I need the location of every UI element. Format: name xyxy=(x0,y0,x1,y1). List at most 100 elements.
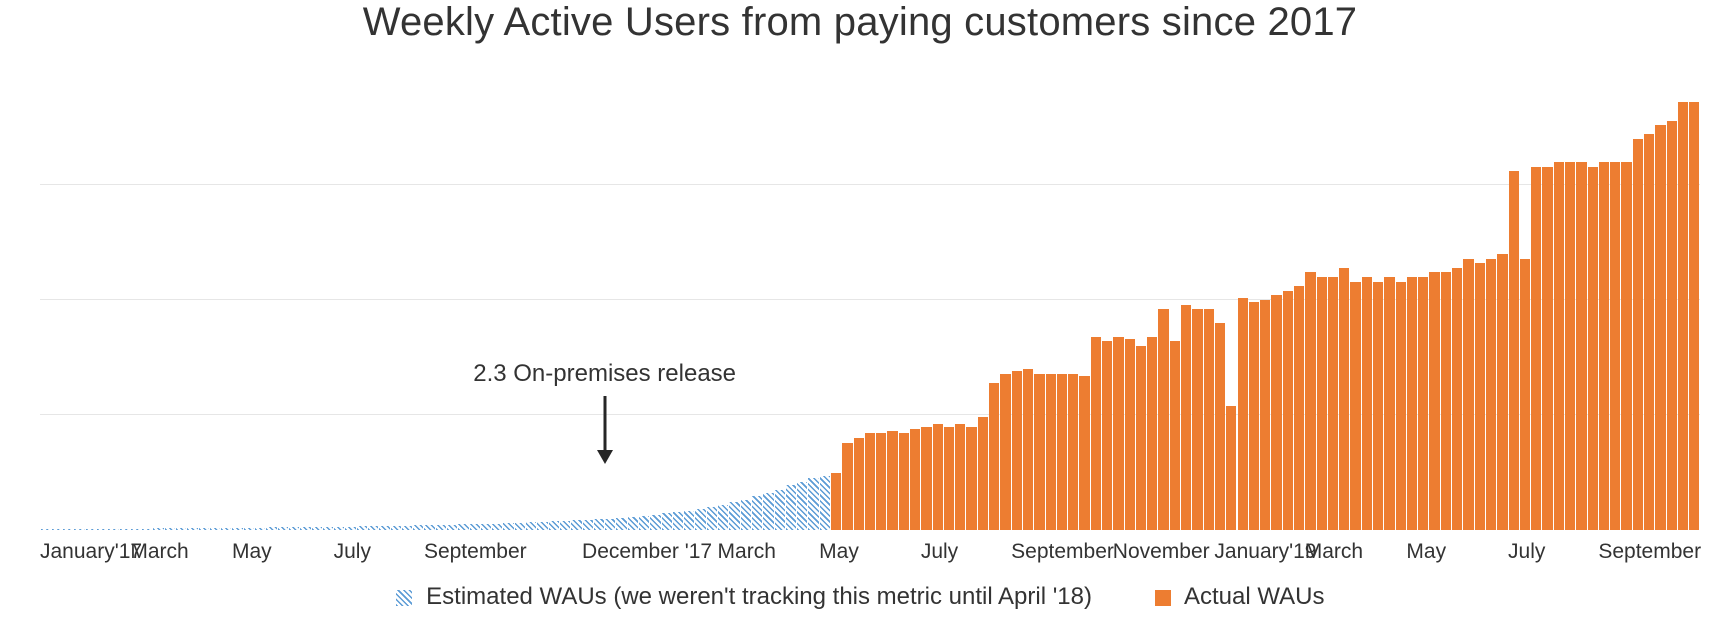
arrow-down-icon xyxy=(595,394,615,464)
bar-actual xyxy=(1181,305,1191,530)
bar-actual xyxy=(1644,134,1654,530)
bar-actual xyxy=(933,424,943,530)
bar-estimated xyxy=(616,518,626,530)
bar-estimated xyxy=(199,528,209,530)
bar-estimated xyxy=(120,529,130,530)
x-axis-label: September xyxy=(1598,540,1701,564)
x-axis-label: May xyxy=(819,540,859,564)
bar-actual xyxy=(1441,272,1451,530)
bar-actual xyxy=(1418,277,1428,530)
bar-estimated xyxy=(312,527,322,530)
bar-actual xyxy=(1362,277,1372,530)
bar-actual xyxy=(1034,374,1044,530)
bar-estimated xyxy=(334,527,344,530)
bar-actual xyxy=(1260,300,1270,530)
bar-estimated xyxy=(187,528,197,530)
bar-estimated xyxy=(63,529,73,530)
bar-actual xyxy=(1429,272,1439,530)
bar-actual xyxy=(1497,254,1507,530)
bar-actual xyxy=(1452,268,1462,530)
legend-label-actual: Actual WAUs xyxy=(1184,583,1324,610)
x-axis-label: July xyxy=(1508,540,1545,564)
bar-estimated xyxy=(74,529,84,530)
annotation-label: 2.3 On-premises release xyxy=(473,360,736,387)
chart-container: Weekly Active Users from paying customer… xyxy=(0,0,1720,634)
bar-estimated xyxy=(549,521,559,530)
bar-actual xyxy=(1678,102,1688,530)
bar-estimated xyxy=(594,519,604,530)
bar-actual xyxy=(1599,162,1609,530)
bar-actual xyxy=(1238,298,1248,530)
bar-actual xyxy=(1339,268,1349,530)
bar-actual xyxy=(1215,323,1225,530)
bar-estimated xyxy=(537,522,547,530)
bar-actual xyxy=(1621,162,1631,530)
bar-estimated xyxy=(131,529,141,530)
bar-estimated xyxy=(345,527,355,530)
bar-estimated xyxy=(503,523,513,530)
bar-estimated xyxy=(266,527,276,530)
bar-actual xyxy=(1520,259,1530,530)
bar-estimated xyxy=(639,516,649,530)
bar-actual xyxy=(1486,259,1496,530)
bar-estimated xyxy=(368,526,378,530)
bar-estimated xyxy=(357,526,367,530)
plot-area xyxy=(40,70,1700,530)
bar-estimated xyxy=(210,528,220,530)
bar-estimated xyxy=(41,529,51,530)
bar-actual xyxy=(1305,272,1315,530)
bar-estimated xyxy=(775,490,785,530)
bar-actual xyxy=(978,417,988,530)
bar-actual xyxy=(1407,277,1417,530)
bar-estimated xyxy=(695,509,705,530)
chart-title: Weekly Active Users from paying customer… xyxy=(0,0,1720,45)
legend-swatch-actual-icon xyxy=(1155,590,1171,606)
bar-estimated xyxy=(515,523,525,530)
bar-actual xyxy=(1170,341,1180,530)
bar-estimated xyxy=(571,520,581,530)
bar-actual xyxy=(1633,139,1643,530)
bar-estimated xyxy=(232,528,242,530)
bar-estimated xyxy=(741,500,751,530)
bar-actual xyxy=(944,427,954,531)
legend-item-actual: Actual WAUs xyxy=(1155,583,1325,611)
legend-item-estimated: Estimated WAUs (we weren't tracking this… xyxy=(396,583,1092,611)
x-axis: January'17MarchMayJulySeptemberDecember … xyxy=(40,540,1700,570)
bar-actual xyxy=(1689,102,1699,530)
legend: Estimated WAUs (we weren't tracking this… xyxy=(0,582,1720,611)
bar-estimated xyxy=(176,528,186,530)
bar-estimated xyxy=(583,520,593,530)
bar-actual xyxy=(1667,121,1677,530)
bar-actual xyxy=(1147,337,1157,530)
legend-swatch-estimated-icon xyxy=(396,590,412,606)
bar-estimated xyxy=(221,528,231,530)
bar-estimated xyxy=(560,521,570,530)
bar-actual xyxy=(1158,309,1168,530)
bar-estimated xyxy=(255,528,265,530)
bar-actual xyxy=(1610,162,1620,530)
bar-actual xyxy=(1294,286,1304,530)
bar-actual xyxy=(1328,277,1338,530)
bar-actual xyxy=(1192,309,1202,530)
annotation-on-premises-release: 2.3 On-premises release xyxy=(455,360,755,464)
bar-estimated xyxy=(673,512,683,530)
bar-actual xyxy=(1373,282,1383,530)
bar-actual xyxy=(1350,282,1360,530)
bar-estimated xyxy=(820,476,830,530)
bar-estimated xyxy=(165,528,175,530)
bar-actual xyxy=(966,427,976,531)
bar-actual xyxy=(1396,282,1406,530)
bar-actual xyxy=(1204,309,1214,530)
bar-actual xyxy=(1012,371,1022,530)
bar-actual xyxy=(899,433,909,530)
bar-actual xyxy=(1588,167,1598,530)
x-axis-label: November xyxy=(1113,540,1210,564)
bar-estimated xyxy=(470,524,480,530)
bar-estimated xyxy=(718,505,728,530)
bar-estimated xyxy=(52,529,62,530)
bar-estimated xyxy=(142,529,152,530)
bar-actual xyxy=(1102,341,1112,530)
bar-estimated xyxy=(481,524,491,530)
bar-estimated xyxy=(786,485,796,530)
bars xyxy=(40,70,1700,530)
